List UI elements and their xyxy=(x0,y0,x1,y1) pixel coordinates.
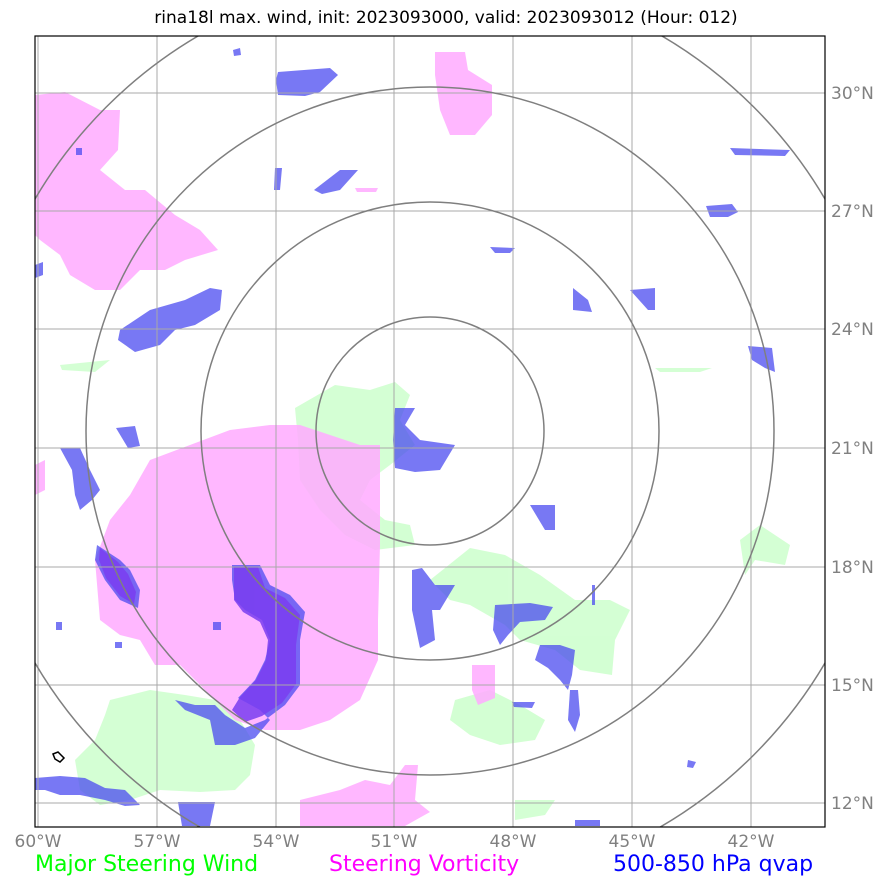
lon-tick-label: 51°W xyxy=(371,832,418,852)
range-ring-1 xyxy=(315,316,545,546)
lat-tick-label: 24°N xyxy=(831,320,874,340)
lat-tick-label: 30°N xyxy=(831,84,874,104)
legend-steering-vorticity: Steering Vorticity xyxy=(329,852,520,877)
lon-tick-label: 45°W xyxy=(609,832,656,852)
lat-tick-label: 21°N xyxy=(831,439,874,459)
island-outline xyxy=(52,751,66,763)
map-border xyxy=(34,35,826,828)
legend-qvap: 500-850 hPa qvap xyxy=(613,852,814,877)
legend-steering-wind: Major Steering Wind xyxy=(35,852,259,877)
lon-tick-label: 57°W xyxy=(134,832,181,852)
lat-tick-label: 18°N xyxy=(831,558,874,578)
lat-tick-label: 12°N xyxy=(831,794,874,814)
lat-lon-grid xyxy=(35,36,825,827)
lon-tick-label: 54°W xyxy=(253,832,300,852)
longitude-labels: 60°W 57°W 54°W 51°W 48°W 45°W 42°W xyxy=(15,832,775,852)
lon-tick-label: 48°W xyxy=(490,832,537,852)
lon-tick-label: 42°W xyxy=(728,832,775,852)
lat-tick-label: 15°N xyxy=(831,676,874,696)
range-ring-2 xyxy=(200,201,660,661)
lat-tick-label: 27°N xyxy=(831,202,874,222)
map-title: rina18l max. wind, init: 2023093000, val… xyxy=(154,8,738,28)
lon-tick-label: 60°W xyxy=(15,832,62,852)
latitude-labels: 30°N 27°N 24°N 21°N 18°N 15°N 12°N xyxy=(831,84,874,814)
range-ring-3 xyxy=(85,86,775,776)
